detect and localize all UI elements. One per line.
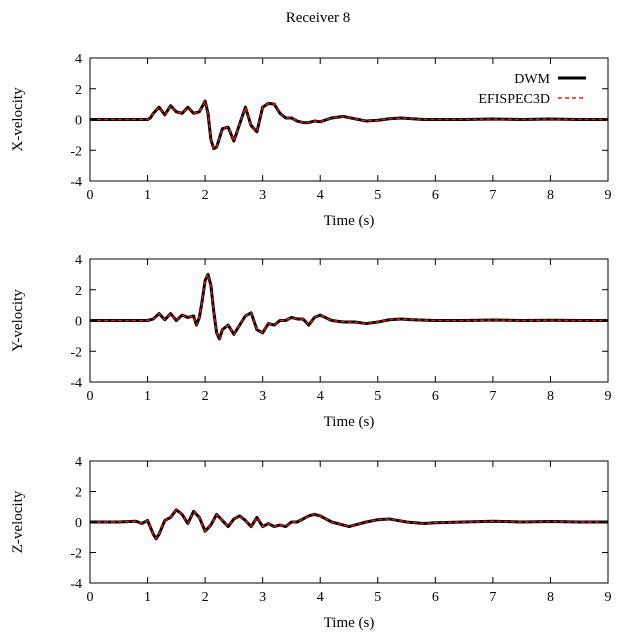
series-line-dwm xyxy=(90,508,608,541)
y-tick-label: 0 xyxy=(75,114,82,129)
x-axis-label: Time (s) xyxy=(324,213,375,229)
x-tick-label: 5 xyxy=(374,389,381,404)
y-tick-label: 4 xyxy=(75,455,82,470)
x-tick-label: 6 xyxy=(432,188,439,203)
x-tick-label: 9 xyxy=(605,188,612,203)
x-tick-label: 7 xyxy=(489,590,496,605)
x-tick-label: 8 xyxy=(547,590,554,605)
series-line-dwm xyxy=(90,99,608,151)
figure-title: Receiver 8 xyxy=(286,10,351,26)
y-axis-label: X-velocity xyxy=(10,87,26,152)
x-tick-label: 6 xyxy=(432,590,439,605)
y-tick-label: -4 xyxy=(70,175,82,190)
series-line-efispec3d xyxy=(90,273,608,340)
x-tick-label: 7 xyxy=(489,389,496,404)
x-tick-label: 1 xyxy=(144,188,151,203)
x-tick-label: 4 xyxy=(317,590,324,605)
x-tick-label: 6 xyxy=(432,389,439,404)
x-tick-label: 4 xyxy=(317,389,324,404)
y-tick-label: 4 xyxy=(75,253,82,268)
series-line-efispec3d xyxy=(90,100,608,150)
x-tick-label: 0 xyxy=(87,389,94,404)
x-axis-label: Time (s) xyxy=(324,414,375,430)
y-tick-label: 2 xyxy=(75,486,82,501)
legend-label-dwm: DWM xyxy=(514,72,550,87)
x-tick-label: 9 xyxy=(605,590,612,605)
y-tick-label: 0 xyxy=(75,315,82,330)
x-tick-label: 3 xyxy=(259,590,266,605)
series-line-dwm xyxy=(90,272,608,341)
x-tick-label: 8 xyxy=(547,188,554,203)
x-tick-label: 2 xyxy=(202,590,209,605)
x-tick-label: 0 xyxy=(87,590,94,605)
x-tick-label: 1 xyxy=(144,590,151,605)
y-axis-label: Y-velocity xyxy=(10,289,26,352)
x-tick-label: 5 xyxy=(374,188,381,203)
x-tick-label: 3 xyxy=(259,188,266,203)
y-tick-label: 0 xyxy=(75,516,82,531)
y-tick-label: 2 xyxy=(75,83,82,98)
x-tick-label: 1 xyxy=(144,389,151,404)
x-tick-label: 8 xyxy=(547,389,554,404)
y-tick-label: -4 xyxy=(70,376,82,391)
x-tick-label: 2 xyxy=(202,188,209,203)
x-tick-label: 0 xyxy=(87,188,94,203)
y-tick-label: -2 xyxy=(70,547,82,562)
legend: DWM EFISPEC3D xyxy=(478,72,586,107)
x-tick-label: 5 xyxy=(374,590,381,605)
x-tick-label: 3 xyxy=(259,389,266,404)
legend-label-efispec3d: EFISPEC3D xyxy=(478,92,550,107)
y-tick-label: -4 xyxy=(70,577,82,592)
x-axis-label: Time (s) xyxy=(324,615,375,631)
x-tick-label: 7 xyxy=(489,188,496,203)
x-tick-label: 2 xyxy=(202,389,209,404)
y-tick-label: 4 xyxy=(75,52,82,67)
y-axis-label: Z-velocity xyxy=(10,490,26,553)
x-tick-label: 4 xyxy=(317,188,324,203)
y-tick-label: -2 xyxy=(70,144,82,159)
y-tick-label: -2 xyxy=(70,345,82,360)
series-line-efispec3d xyxy=(90,509,608,540)
x-tick-label: 9 xyxy=(605,389,612,404)
y-tick-label: 2 xyxy=(75,284,82,299)
